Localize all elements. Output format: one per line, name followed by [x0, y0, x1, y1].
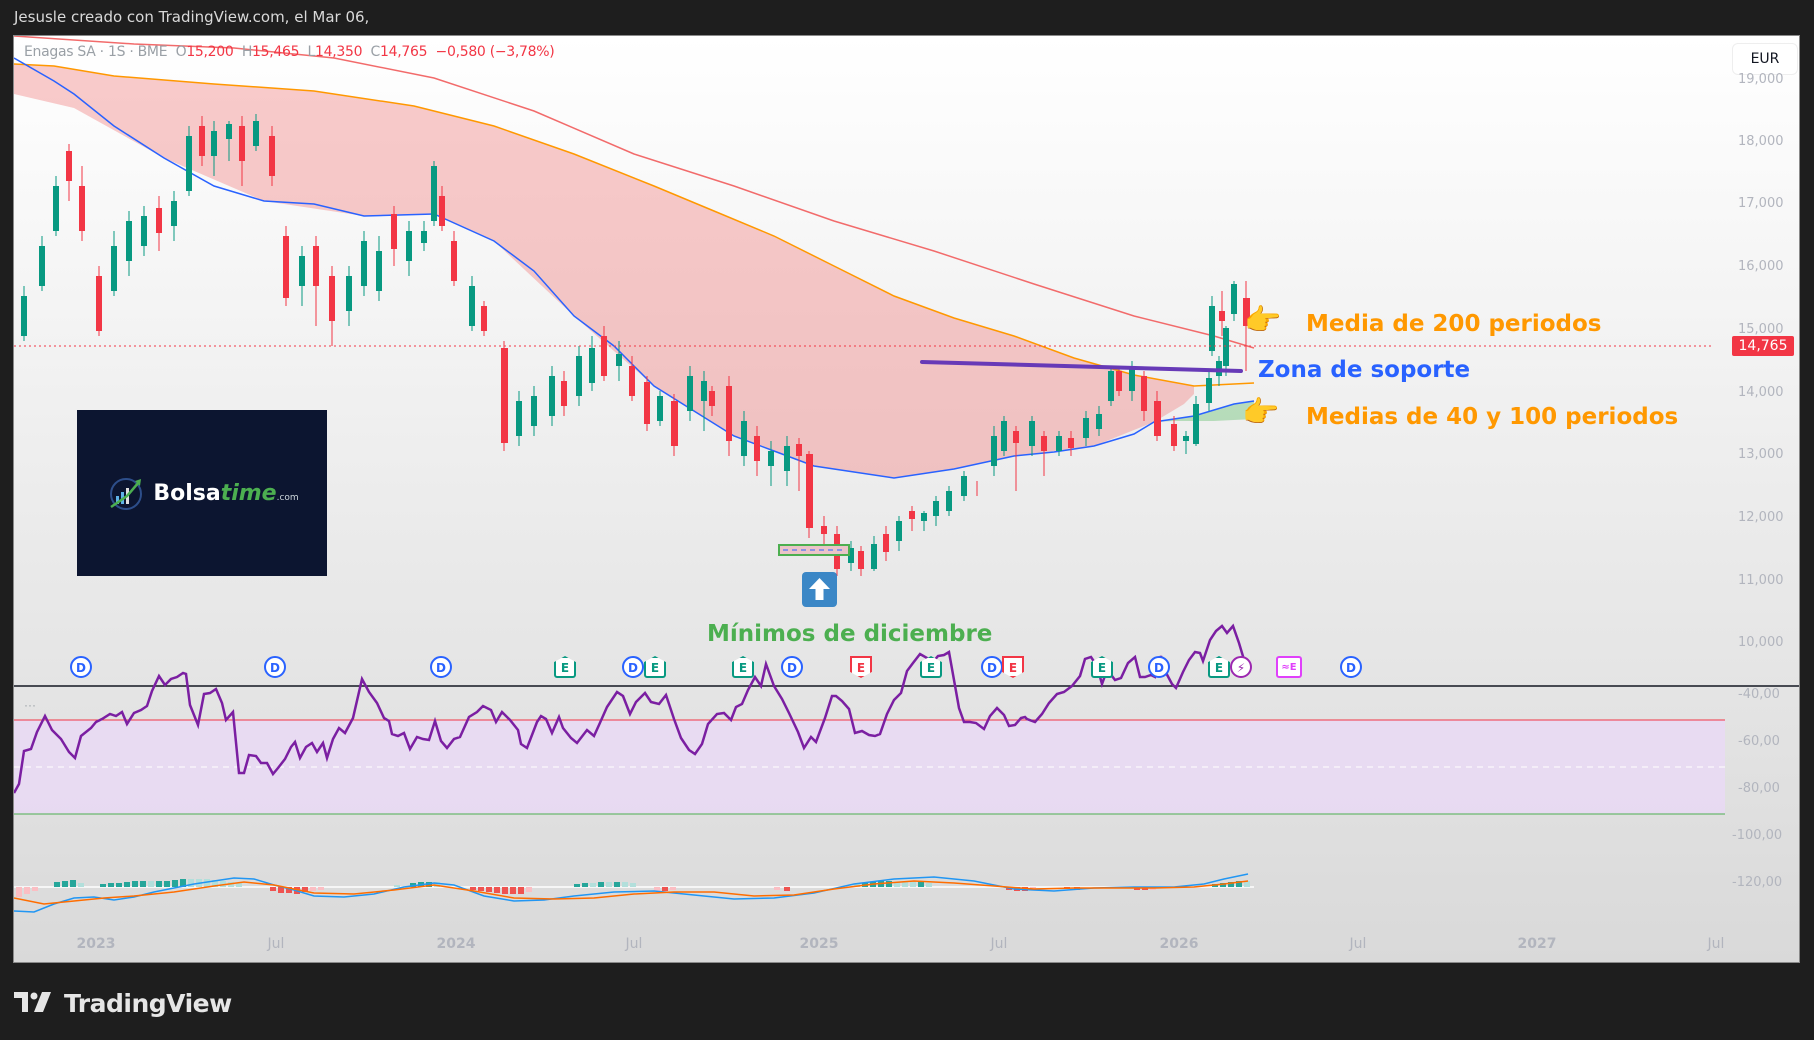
time-tick: Jul	[1707, 936, 1725, 952]
chart-caption: Jesusle creado con TradingView.com, el M…	[0, 0, 1814, 34]
price-tick: 15,000	[1738, 322, 1784, 337]
annotation-ma200: Media de 200 periodos	[1306, 311, 1602, 337]
support-line	[920, 360, 1243, 373]
price-tick: 19,000	[1738, 72, 1784, 87]
rsi-line	[14, 623, 1249, 794]
time-tick: Jul	[267, 936, 285, 952]
osc-tick: -120,00	[1732, 875, 1783, 890]
dividend-marker-icon[interactable]: D	[622, 656, 644, 678]
currency-button[interactable]: EUR	[1732, 43, 1798, 75]
earnings-marker-icon[interactable]: E	[1208, 656, 1230, 678]
time-tick: 2023	[76, 936, 116, 952]
high-value: 15,465	[252, 44, 300, 60]
price-tick: 18,000	[1738, 134, 1784, 149]
dividend-marker-icon[interactable]: D	[1148, 656, 1170, 678]
osc-tick: -100,00	[1732, 828, 1783, 843]
dividend-marker-icon[interactable]: D	[264, 656, 286, 678]
time-tick: 2024	[436, 936, 476, 952]
symbol-name: Enagas SA · 1S · BME	[24, 44, 168, 60]
ma-spread-fill	[14, 64, 1194, 478]
pointing-hand-icon: 👉	[1242, 396, 1280, 429]
bolsatime-logo-icon	[110, 478, 143, 510]
price-tick: 17,000	[1738, 196, 1784, 211]
tradingview-logo-icon	[14, 992, 51, 1012]
price-tick: 13,000	[1738, 447, 1784, 462]
chart-pane[interactable]: Enagas SA · 1S · BME O15,200 H15,465 L14…	[13, 35, 1800, 963]
time-tick: Jul	[990, 936, 1008, 952]
arrow-up-icon	[802, 572, 837, 607]
time-tick: Jul	[1349, 936, 1367, 952]
low-value: 14,350	[315, 44, 363, 60]
change-value: −0,580 (−3,78%)	[435, 44, 555, 60]
split-marker-icon[interactable]: ⚡	[1230, 656, 1252, 678]
close-value: 14,765	[380, 44, 428, 60]
annotation-support: Zona de soporte	[1258, 357, 1471, 383]
tradingview-logo[interactable]: TradingView	[14, 988, 232, 1018]
dividend-marker-icon[interactable]: D	[981, 656, 1003, 678]
pointing-hand-icon: 👉	[1244, 304, 1282, 337]
dividend-marker-icon[interactable]: D	[70, 656, 92, 678]
earnings-marker-icon[interactable]: E	[554, 656, 576, 678]
macd-line	[14, 873, 1249, 913]
ma200-line	[14, 36, 1255, 349]
signal-line	[14, 880, 1249, 905]
osc-tick: -80,00	[1738, 781, 1780, 796]
time-tick: Jul	[625, 936, 643, 952]
dividend-marker-icon[interactable]: D	[1340, 656, 1362, 678]
earnings-marker-icon[interactable]: E	[1091, 656, 1113, 678]
candlesticks	[21, 114, 1250, 576]
open-value: 15,200	[186, 44, 234, 60]
time-tick: 2026	[1159, 936, 1199, 952]
symbol-legend[interactable]: Enagas SA · 1S · BME O15,200 H15,465 L14…	[24, 44, 555, 60]
price-tick: 12,000	[1738, 510, 1784, 525]
earnings-marker-icon[interactable]: E	[644, 656, 666, 678]
price-tick: 14,000	[1738, 385, 1784, 400]
earnings-estimate-marker-icon[interactable]: ≈E	[1276, 656, 1302, 678]
last-price-tag: 14,765	[1732, 336, 1794, 356]
price-tick: 16,000	[1738, 259, 1784, 274]
dividend-marker-icon[interactable]: D	[781, 656, 803, 678]
price-chart-canvas	[14, 36, 1799, 913]
dividend-marker-icon[interactable]: D	[430, 656, 452, 678]
earnings-marker-icon[interactable]: E	[732, 656, 754, 678]
ma100-line	[14, 63, 1255, 387]
osc-tick: -40,00	[1738, 687, 1780, 702]
time-tick: 2027	[1517, 936, 1557, 952]
annotation-ma40-100: Medias de 40 y 100 periodos	[1306, 404, 1679, 430]
osc-tick: -60,00	[1738, 734, 1780, 749]
indicator-menu-button[interactable]: ···	[24, 698, 36, 712]
bolsatime-logo: Bolsatime.com	[77, 410, 327, 576]
annotation-december-lows: Mínimos de diciembre	[707, 621, 993, 647]
price-tick: 11,000	[1738, 573, 1784, 588]
earnings-miss-marker-icon[interactable]: E	[1002, 656, 1024, 678]
macd-histogram	[16, 879, 1250, 897]
price-tick: 10,000	[1738, 635, 1784, 650]
time-tick: 2025	[799, 936, 839, 952]
earnings-miss-marker-icon[interactable]: E	[850, 656, 872, 678]
earnings-marker-icon[interactable]: E	[920, 656, 942, 678]
